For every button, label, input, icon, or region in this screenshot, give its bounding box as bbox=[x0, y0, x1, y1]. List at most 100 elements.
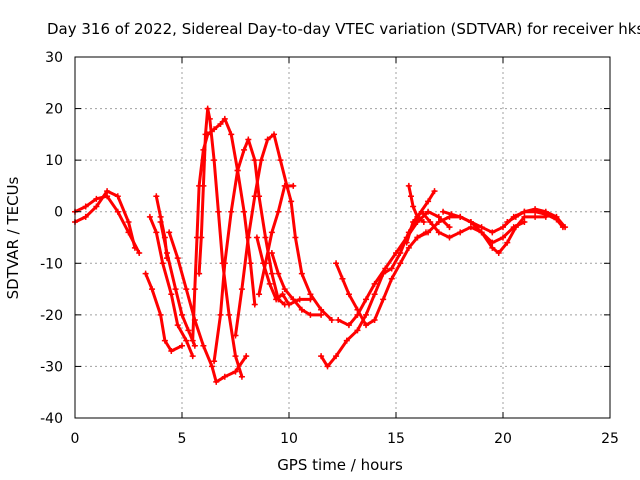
data-point bbox=[114, 208, 121, 215]
data-point bbox=[281, 182, 288, 189]
y-tick-label: 20 bbox=[45, 102, 63, 118]
data-point bbox=[153, 193, 160, 200]
series-arc-10 bbox=[232, 131, 335, 339]
data-point bbox=[467, 219, 474, 226]
data-point bbox=[324, 363, 331, 370]
data-point bbox=[307, 311, 314, 318]
data-point bbox=[104, 193, 111, 200]
data-point bbox=[318, 306, 325, 313]
data-point bbox=[161, 337, 168, 344]
data-point bbox=[521, 219, 528, 226]
data-point bbox=[427, 219, 434, 226]
data-point bbox=[262, 234, 269, 241]
series-line bbox=[154, 194, 169, 260]
series-line bbox=[405, 210, 526, 245]
data-point bbox=[489, 229, 496, 236]
tick-layer: 0 5 10 15 20 25 -40 -30 -20 -10 0 10 20 30 bbox=[40, 50, 619, 447]
data-point bbox=[281, 286, 288, 293]
data-point bbox=[93, 195, 100, 202]
data-point bbox=[521, 208, 528, 215]
data-point bbox=[562, 224, 569, 231]
data-point bbox=[241, 208, 248, 215]
data-point bbox=[397, 260, 404, 267]
data-point bbox=[82, 213, 89, 220]
data-point bbox=[189, 337, 196, 344]
data-point bbox=[275, 270, 282, 277]
x-axis-title: GPS time / hours bbox=[277, 456, 403, 474]
data-point bbox=[512, 224, 519, 231]
data-point bbox=[345, 291, 352, 298]
data-point bbox=[125, 229, 132, 236]
data-point bbox=[446, 234, 453, 241]
series-line bbox=[255, 236, 312, 306]
data-point bbox=[196, 182, 203, 189]
data-point bbox=[420, 219, 427, 226]
data-point bbox=[414, 213, 421, 220]
data-point bbox=[208, 363, 215, 370]
data-point bbox=[247, 260, 254, 267]
data-point bbox=[307, 291, 314, 298]
data-point bbox=[164, 255, 171, 262]
data-point bbox=[174, 255, 181, 262]
x-tick-label: 10 bbox=[280, 431, 298, 447]
data-point bbox=[228, 131, 235, 138]
data-point bbox=[288, 198, 295, 205]
data-point bbox=[266, 280, 273, 287]
data-point bbox=[228, 208, 235, 215]
data-point bbox=[204, 131, 211, 138]
data-point bbox=[292, 234, 299, 241]
data-point bbox=[241, 146, 248, 153]
data-point bbox=[407, 193, 414, 200]
data-point bbox=[339, 275, 346, 282]
data-point bbox=[268, 229, 275, 236]
data-point bbox=[542, 208, 549, 215]
data-point bbox=[191, 286, 198, 293]
data-point bbox=[435, 229, 442, 236]
series-line bbox=[336, 210, 451, 327]
data-point bbox=[185, 327, 192, 334]
data-point bbox=[425, 198, 432, 205]
data-point bbox=[435, 213, 442, 220]
data-point bbox=[277, 157, 284, 164]
data-point bbox=[149, 286, 156, 293]
data-point bbox=[425, 208, 432, 215]
series-line bbox=[197, 107, 244, 379]
data-point bbox=[157, 311, 164, 318]
data-point bbox=[431, 188, 438, 195]
y-tick-label: -10 bbox=[40, 256, 63, 272]
data-point bbox=[211, 157, 218, 164]
data-point bbox=[532, 213, 539, 220]
data-point bbox=[273, 296, 280, 303]
chart-title: Day 316 of 2022, Sidereal Day-to-day VTE… bbox=[47, 20, 640, 38]
data-point bbox=[504, 219, 511, 226]
data-point bbox=[183, 286, 190, 293]
data-point bbox=[211, 358, 218, 365]
data-point bbox=[363, 311, 370, 318]
data-point bbox=[343, 337, 350, 344]
data-point bbox=[232, 368, 239, 375]
data-point bbox=[183, 337, 190, 344]
data-point bbox=[354, 327, 361, 334]
y-tick-label: 0 bbox=[54, 205, 63, 221]
data-point bbox=[500, 234, 506, 241]
data-point bbox=[268, 270, 275, 277]
data-point bbox=[467, 224, 474, 231]
series-arc-2 bbox=[72, 193, 143, 256]
data-point bbox=[286, 301, 292, 308]
data-point bbox=[161, 234, 168, 241]
data-point bbox=[403, 239, 410, 246]
data-point bbox=[335, 317, 342, 324]
data-point bbox=[264, 136, 271, 143]
data-point bbox=[221, 260, 228, 267]
data-point bbox=[82, 203, 89, 210]
data-point bbox=[363, 322, 370, 329]
x-tick-label: 25 bbox=[601, 431, 619, 447]
data-point bbox=[418, 208, 425, 215]
data-point bbox=[226, 311, 233, 318]
series-line bbox=[334, 230, 428, 327]
series-line bbox=[144, 272, 184, 353]
series-line bbox=[191, 117, 257, 343]
data-point bbox=[215, 208, 222, 215]
data-point bbox=[380, 296, 387, 303]
data-point bbox=[93, 203, 100, 210]
